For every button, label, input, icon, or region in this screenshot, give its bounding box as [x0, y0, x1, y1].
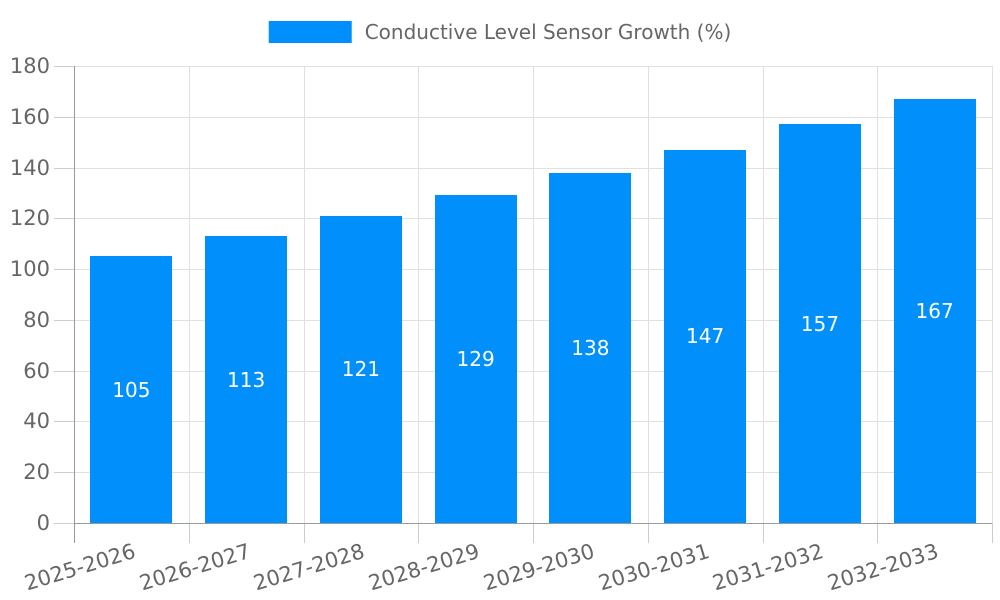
- y-axis-tick: [54, 421, 74, 423]
- y-axis-tick: [54, 472, 74, 474]
- x-gridline: [647, 66, 649, 523]
- x-axis-category-label: 2031-2032: [710, 539, 827, 596]
- y-axis-tick-label: 80: [23, 307, 50, 332]
- bar[interactable]: 167: [893, 99, 976, 523]
- x-gridline: [188, 66, 190, 523]
- y-axis-tick: [54, 116, 74, 118]
- y-axis-tick-label: 100: [9, 257, 50, 282]
- x-axis-tick: [762, 523, 764, 543]
- x-axis-category-label: 2026-2027: [136, 539, 253, 596]
- y-axis-tick-label: 120: [9, 206, 50, 231]
- x-axis-line: [74, 523, 992, 524]
- bar[interactable]: 157: [778, 124, 861, 523]
- bar-value-label: 157: [800, 311, 839, 336]
- y-axis-tick-label: 160: [9, 104, 50, 129]
- x-axis-tick: [418, 523, 420, 543]
- y-axis-tick: [54, 523, 74, 524]
- x-axis-tick: [877, 523, 879, 543]
- x-axis-tick: [533, 523, 534, 543]
- bar-value-label: 147: [686, 324, 725, 349]
- bar-value-label: 105: [112, 377, 151, 402]
- x-gridline: [992, 66, 993, 523]
- bar[interactable]: 121: [319, 215, 402, 523]
- y-axis-tick-label: 20: [23, 460, 50, 485]
- x-axis-tick: [647, 523, 649, 543]
- y-axis-tick-label: 140: [9, 155, 50, 180]
- legend-label: Conductive Level Sensor Growth (%): [364, 20, 732, 44]
- x-gridline: [418, 66, 420, 523]
- x-gridline: [877, 66, 879, 523]
- y-axis-tick: [54, 167, 74, 169]
- y-axis-tick-label: 60: [23, 358, 50, 383]
- y-axis-line: [74, 66, 75, 523]
- y-axis-tick: [54, 370, 74, 372]
- y-axis-tick-label: 0: [36, 511, 50, 535]
- y-axis-tick-label: 40: [23, 409, 50, 434]
- x-axis-category-label: 2030-2031: [595, 539, 712, 596]
- x-axis-category-label: 2025-2026: [21, 539, 139, 596]
- x-gridline: [303, 66, 305, 523]
- x-gridline: [533, 66, 534, 523]
- bar[interactable]: 105: [90, 256, 173, 523]
- y-axis-tick-label: 180: [9, 54, 50, 78]
- bar[interactable]: 129: [434, 195, 517, 523]
- y-axis-tick: [54, 269, 74, 271]
- bar-value-label: 167: [915, 298, 954, 323]
- x-axis-category-label: 2032-2033: [824, 539, 942, 596]
- x-axis-category-label: 2028-2029: [365, 539, 483, 596]
- x-axis-tick: [992, 523, 993, 543]
- x-axis-category-label: 2027-2028: [251, 539, 368, 596]
- legend-swatch-icon: [268, 21, 352, 43]
- y-axis-tick: [54, 66, 74, 67]
- bar-value-label: 121: [341, 357, 380, 382]
- x-axis-tick: [303, 523, 305, 543]
- bar-value-label: 129: [456, 347, 495, 372]
- bar-value-label: 113: [227, 367, 266, 392]
- x-axis-tick: [188, 523, 190, 543]
- y-axis-tick: [54, 319, 74, 321]
- bar[interactable]: 147: [664, 149, 747, 523]
- chart-legend[interactable]: Conductive Level Sensor Growth (%): [268, 20, 732, 44]
- x-gridline: [762, 66, 764, 523]
- bar[interactable]: 138: [549, 172, 632, 523]
- bar-value-label: 138: [571, 335, 610, 360]
- bar[interactable]: 113: [205, 236, 288, 523]
- x-axis-tick: [74, 523, 75, 543]
- y-axis-tick: [54, 218, 74, 220]
- x-axis-category-label: 2029-2030: [480, 539, 598, 596]
